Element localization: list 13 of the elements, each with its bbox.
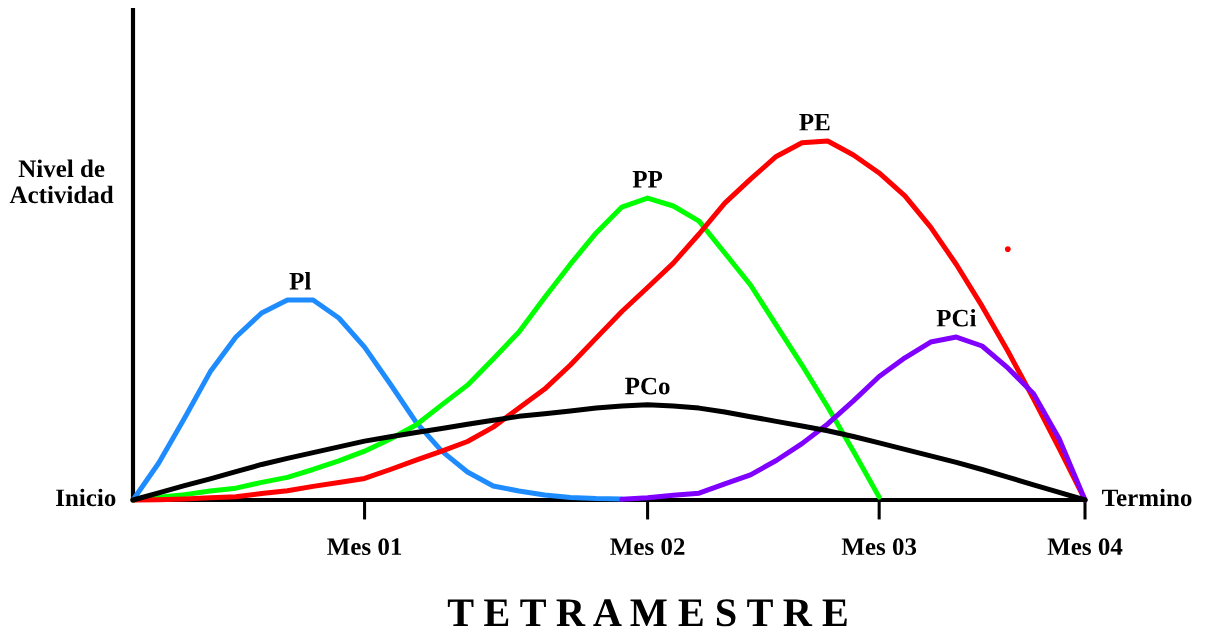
x-tick-label: Mes 02 bbox=[610, 538, 685, 556]
x-tick-label: Mes 01 bbox=[327, 538, 402, 556]
series-label: Pl bbox=[289, 272, 311, 290]
x-tick-label: Mes 03 bbox=[841, 538, 917, 556]
text: Inicio bbox=[56, 488, 116, 507]
series-label: PCo bbox=[625, 377, 670, 395]
y-axis-title: Nivel de Actividad bbox=[9, 159, 114, 204]
series-label: PE bbox=[799, 114, 830, 131]
x-tick-label: Mes 04 bbox=[1047, 538, 1123, 556]
series-label: PCi bbox=[936, 309, 977, 327]
series-label: PP bbox=[632, 171, 663, 188]
text: Termino bbox=[1102, 488, 1192, 507]
x-axis-title: T E T R A M E S T R E bbox=[447, 599, 847, 627]
